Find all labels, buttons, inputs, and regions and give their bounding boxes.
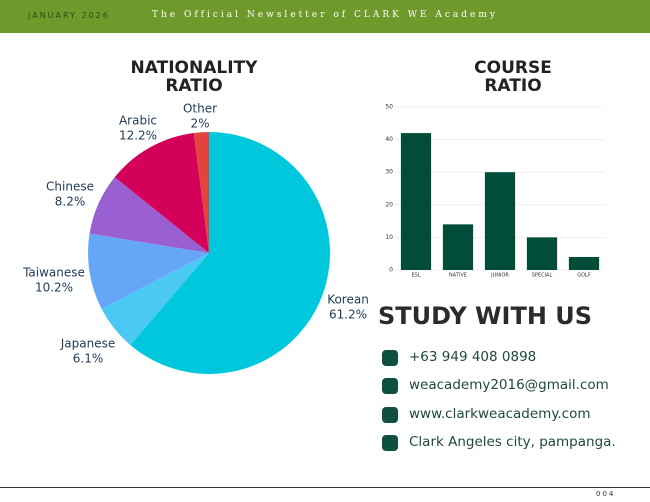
bar: [400, 133, 432, 270]
chart-title: COURSE RATIO: [474, 58, 552, 96]
slice-value: 2%: [190, 117, 209, 131]
slice-label: Chinese: [46, 180, 94, 194]
contact-item[interactable]: www.clarkweacademy.com: [409, 406, 591, 422]
slice-label: Korean: [327, 293, 369, 307]
slice-value: 6.1%: [73, 352, 104, 366]
bar: [568, 256, 600, 270]
y-tick-label: 30: [385, 169, 393, 176]
slice-label: Japanese: [60, 337, 116, 351]
y-tick-label: 50: [385, 104, 393, 111]
phone-icon: [382, 350, 398, 366]
slice-value: 61.2%: [329, 308, 367, 322]
bar: [442, 224, 474, 270]
footer-rule: [0, 487, 650, 488]
slice-label: Other: [183, 102, 217, 116]
pie-slice: [130, 132, 331, 374]
y-tick-label: 10: [385, 234, 393, 241]
bar-chart: 0 10 20 30 40 50 ESL NATIVE JUNIOR SPECIAL GOLF: [385, 104, 605, 279]
bar: [526, 237, 558, 270]
x-tick-label: JUNIOR: [490, 273, 509, 279]
web-icon: [382, 407, 398, 423]
slice-value: 10.2%: [35, 281, 73, 295]
header-date: JANUARY 2026: [28, 11, 110, 20]
slice-label: Taiwanese: [22, 266, 85, 280]
location-icon: [382, 435, 398, 451]
header-title: The Official Newsletter of CLARK WE Acad…: [151, 10, 498, 20]
pie-slice: [101, 253, 209, 345]
slice-value: 8.2%: [55, 195, 86, 209]
slice-label: Arabic: [119, 114, 157, 128]
chart-title: NATIONALITY RATIO: [130, 58, 258, 96]
pie-slice: [88, 233, 209, 309]
bar: [484, 172, 516, 270]
x-tick-label: ESL: [411, 273, 420, 279]
y-tick-label: 0: [389, 267, 393, 274]
y-tick-label: 40: [385, 136, 393, 143]
x-tick-label: GOLF: [577, 273, 591, 279]
mail-icon: [382, 378, 398, 394]
pie-slice: [89, 177, 209, 253]
contact-title: STUDY WITH US: [378, 302, 593, 330]
x-tick-label: SPECIAL: [532, 273, 553, 279]
y-tick-label: 20: [385, 201, 393, 208]
page-number: 004: [596, 490, 616, 498]
pie-slice: [114, 132, 209, 253]
contact-item[interactable]: weacademy2016@gmail.com: [409, 377, 609, 393]
contact-item[interactable]: +63 949 408 0898: [409, 349, 537, 365]
pie-slice: [193, 132, 209, 253]
x-tick-label: NATIVE: [449, 273, 467, 279]
slice-value: 12.2%: [119, 129, 157, 143]
contact-item[interactable]: Clark Angeles city, pampanga.: [409, 434, 616, 450]
header-bar: [0, 0, 650, 33]
